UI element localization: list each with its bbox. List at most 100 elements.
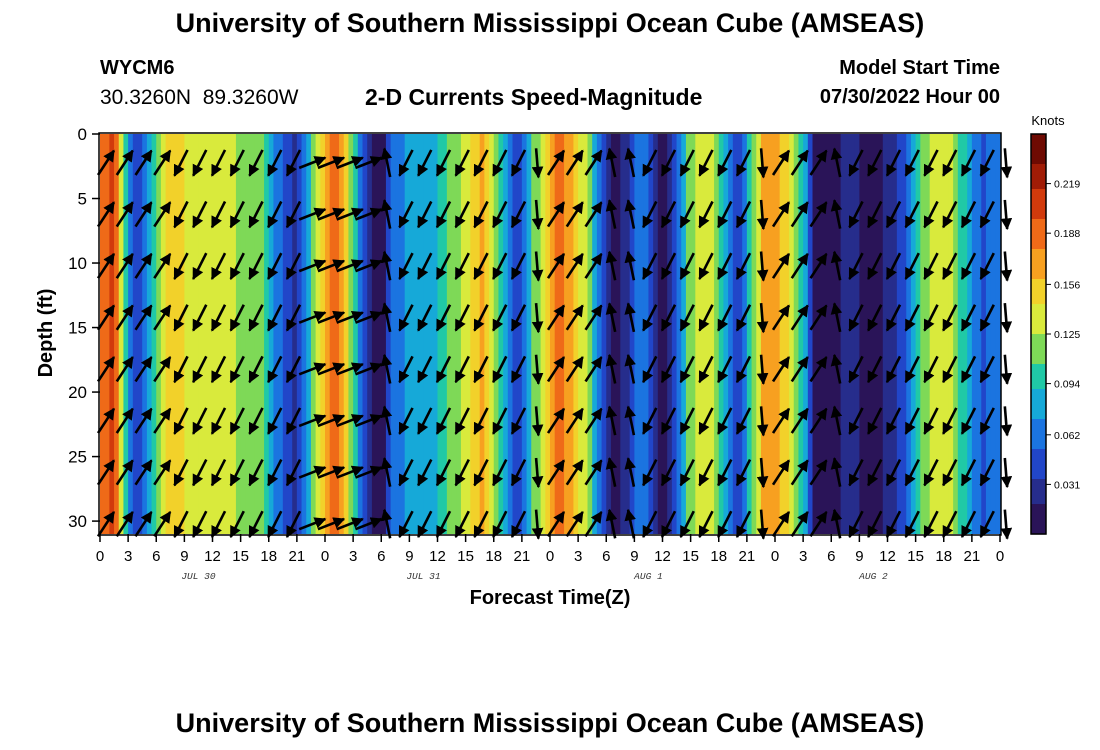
- colorbar-segment: [1031, 364, 1046, 370]
- current-arrow: [904, 407, 920, 435]
- current-arrow: [546, 304, 566, 331]
- current-arrow: [336, 207, 364, 221]
- current-arrow: [435, 200, 452, 229]
- current-arrow: [380, 302, 393, 333]
- colorbar-segment: [1031, 344, 1046, 350]
- heatmap-cell: [779, 134, 785, 534]
- heatmap-cell: [517, 134, 523, 534]
- colorbar-segment: [1031, 139, 1046, 145]
- current-arrow: [642, 510, 658, 539]
- heatmap-cell: [667, 134, 673, 534]
- heatmap-cell: [906, 134, 912, 534]
- heatmap-cell: [578, 134, 584, 534]
- current-arrow: [435, 458, 452, 487]
- colorbar-segment: [1031, 434, 1046, 440]
- heatmap-cell: [264, 134, 270, 534]
- heatmap-cell: [957, 134, 964, 534]
- x-tick-label: 0: [996, 548, 1004, 565]
- heatmap-cell: [887, 134, 893, 534]
- heatmap-cell: [250, 134, 256, 534]
- current-arrow: [660, 355, 677, 384]
- current-arrow: [1000, 354, 1013, 385]
- current-arrow: [336, 414, 364, 428]
- current-arrow: [942, 149, 958, 177]
- colorbar-segment: [1031, 349, 1046, 355]
- current-arrow: [698, 510, 714, 539]
- x-tick-label: 3: [799, 548, 807, 565]
- current-arrow: [735, 407, 752, 435]
- current-arrow: [756, 148, 769, 179]
- current-arrow: [354, 310, 383, 324]
- heatmap-cell: [920, 134, 926, 534]
- heatmap-cell: [789, 134, 795, 534]
- current-arrow: [809, 459, 828, 486]
- colorbar-segment: [1031, 479, 1046, 485]
- heatmap-cell: [207, 134, 214, 534]
- heatmap-cell: [259, 134, 265, 534]
- current-arrow: [735, 304, 752, 332]
- current-arrow: [565, 149, 584, 176]
- current-arrow: [771, 356, 791, 383]
- heatmap-cell: [878, 134, 884, 534]
- current-arrow: [771, 149, 791, 176]
- current-arrow: [848, 458, 864, 487]
- current-arrow: [192, 355, 208, 384]
- current-arrow: [398, 355, 414, 384]
- heatmap-cell: [114, 134, 120, 534]
- heatmap-cell: [793, 134, 800, 534]
- current-arrow: [830, 405, 843, 436]
- y-tick-label: 0: [78, 125, 87, 144]
- current-arrow: [398, 304, 414, 332]
- current-arrow: [1000, 509, 1013, 540]
- colorbar-segment: [1031, 194, 1046, 200]
- heatmap-cell: [489, 134, 495, 534]
- current-arrow: [642, 458, 658, 487]
- current-arrow: [531, 354, 544, 385]
- y-tick-label: 15: [68, 319, 87, 338]
- current-arrow: [267, 510, 283, 539]
- current-arrow: [134, 459, 153, 486]
- heatmap-cell: [826, 134, 832, 534]
- current-arrow: [285, 304, 302, 332]
- current-arrow: [717, 510, 733, 539]
- heatmap-cell: [976, 134, 982, 534]
- current-arrow: [229, 355, 245, 384]
- heatmap-cell: [714, 134, 720, 534]
- heatmap-cell: [634, 134, 640, 534]
- current-arrow: [435, 510, 452, 539]
- colorbar-segment: [1031, 199, 1046, 205]
- colorbar-segment: [1031, 164, 1046, 170]
- colorbar-segment: [1031, 214, 1046, 220]
- heatmap-cell: [610, 134, 617, 534]
- current-arrow: [354, 259, 383, 273]
- current-arrow: [531, 406, 544, 437]
- current-arrow: [698, 149, 714, 177]
- current-arrow: [435, 304, 452, 332]
- current-arrow: [510, 458, 527, 487]
- x-tick-label: 0: [321, 548, 329, 565]
- current-arrow: [134, 356, 153, 383]
- x-tick-label: 9: [180, 548, 188, 565]
- current-arrow: [192, 510, 208, 539]
- colorbar-segment: [1031, 374, 1046, 380]
- current-arrow: [565, 356, 584, 383]
- heatmap-cell: [104, 134, 110, 534]
- current-arrow: [210, 510, 227, 539]
- current-arrow: [473, 458, 489, 487]
- current-arrow: [473, 510, 489, 539]
- current-arrow: [173, 407, 189, 435]
- current-arrow: [115, 510, 134, 537]
- heatmap-cell: [807, 134, 814, 534]
- current-arrow: [134, 252, 153, 279]
- x-tick-label: 15: [907, 548, 924, 565]
- heatmap-cell: [371, 134, 378, 534]
- heatmap-cell: [292, 134, 298, 534]
- current-arrow: [398, 149, 414, 177]
- current-arrow: [771, 510, 791, 537]
- heatmap-cell: [221, 134, 228, 534]
- current-arrow: [1000, 457, 1013, 489]
- current-arrow: [210, 200, 227, 229]
- current-arrow: [771, 252, 791, 279]
- heatmap-cell: [939, 134, 945, 534]
- current-arrow: [435, 149, 452, 177]
